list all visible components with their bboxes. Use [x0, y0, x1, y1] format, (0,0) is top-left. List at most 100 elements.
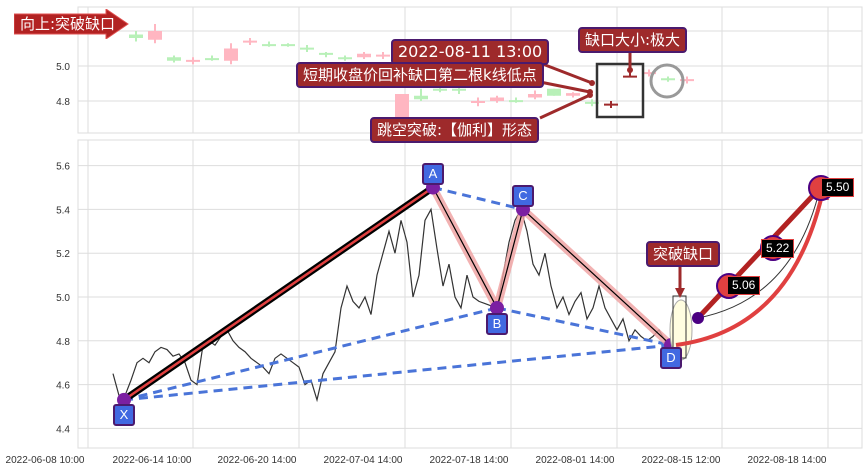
point-c-label: C — [512, 185, 534, 207]
candle — [357, 52, 371, 59]
candle — [224, 43, 238, 65]
candle-body — [148, 31, 162, 40]
x-tick: 2022-08-18 14:00 — [748, 455, 827, 466]
pattern-point-b — [490, 300, 504, 315]
dashed-pattern-line — [123, 343, 672, 402]
point-b-label: B — [486, 313, 508, 335]
projection-label-3: 5.50 — [821, 178, 855, 197]
bottom-y-tick: 5.2 — [56, 249, 70, 260]
right-arrow-icon — [14, 9, 129, 39]
candle — [281, 43, 295, 47]
dashed-pattern-line — [123, 306, 498, 402]
candle-body — [566, 93, 580, 96]
breakout-label: 突破缺口 — [646, 241, 721, 267]
x-tick: 2022-06-20 14:00 — [218, 455, 297, 466]
gap-size-label: 缺口大小:极大 — [578, 27, 688, 53]
candle — [148, 24, 162, 44]
candle-body — [205, 58, 219, 61]
candle-body — [623, 75, 637, 78]
x-tick: 2022-06-08 10:00 — [6, 455, 85, 466]
pattern-point-x — [117, 392, 131, 407]
candle — [338, 55, 352, 61]
candle-body — [547, 88, 561, 96]
candle-body — [680, 79, 694, 82]
x-tick: 2022-08-01 14:00 — [536, 455, 615, 466]
highlight-circle — [649, 63, 685, 99]
candle — [262, 41, 276, 47]
candle-body — [585, 101, 599, 104]
candle — [186, 57, 200, 65]
pattern-label: 跳空突破:【伽利】形态 — [370, 117, 540, 143]
pointer-arrow-head — [627, 67, 633, 73]
pattern-leg — [432, 187, 498, 309]
close-fill-label: 短期收盘价回补缺口第二根k线低点 — [296, 62, 544, 88]
candle-body — [414, 95, 428, 100]
candle — [376, 52, 390, 59]
candle — [566, 92, 580, 98]
projection-label-1: 5.06 — [727, 276, 761, 295]
direction-tag-text: 向上:突破缺口 — [20, 15, 116, 33]
candle-body — [167, 57, 181, 61]
point-x-label: X — [113, 404, 135, 426]
pointer-arrow — [539, 61, 593, 85]
x-tick: 2022-06-14 10:00 — [113, 455, 192, 466]
candle-body — [300, 47, 314, 50]
pattern-leg — [123, 186, 434, 401]
candle — [205, 55, 219, 61]
candle-body — [452, 88, 466, 91]
candle-body — [319, 52, 333, 55]
candle — [680, 76, 694, 84]
gap-box — [595, 62, 645, 119]
candle-body — [528, 94, 542, 98]
candle — [509, 97, 523, 103]
candle-body — [490, 97, 504, 101]
candle-body — [243, 40, 257, 43]
candle-body — [604, 103, 618, 106]
point-d-label: D — [660, 347, 682, 369]
pattern-leg — [522, 208, 672, 346]
bottom-y-tick: 4.6 — [56, 381, 70, 392]
pointer-arrow — [539, 80, 591, 94]
bottom-y-tick: 4.4 — [56, 424, 70, 435]
bottom-y-tick: 5.0 — [56, 293, 70, 304]
candle — [243, 38, 257, 45]
candle-body — [661, 78, 675, 81]
x-tick: 2022-07-18 14:00 — [430, 455, 509, 466]
target-curve — [675, 194, 824, 347]
candle-body — [471, 101, 485, 103]
direction-tag: 向上:突破缺口 — [14, 9, 130, 39]
candle — [585, 99, 599, 107]
top-y-tick: 4.8 — [56, 97, 70, 108]
dashed-pattern-line — [432, 186, 524, 211]
candle — [547, 88, 561, 96]
breakout-arrow-head — [675, 288, 685, 298]
bottom-y-tick: 4.8 — [56, 337, 70, 348]
projection-line — [696, 186, 822, 320]
candle-body — [186, 59, 200, 62]
candle — [167, 55, 181, 63]
pointer-arrow-head — [587, 92, 593, 98]
candle — [604, 101, 618, 108]
projection-start — [692, 312, 704, 324]
candle-body — [376, 54, 390, 57]
candle-body — [224, 48, 238, 61]
bottom-y-tick: 5.4 — [56, 205, 70, 216]
candle — [490, 95, 504, 103]
pointer-arrow-head — [589, 80, 595, 86]
candle-body — [357, 53, 371, 58]
candle — [471, 97, 485, 107]
pointer-arrow — [539, 93, 591, 120]
candle — [319, 52, 333, 58]
x-tick: 2022-08-15 12:00 — [642, 455, 721, 466]
candle-body — [129, 34, 143, 38]
candle-body — [433, 88, 447, 91]
point-a-label: A — [422, 163, 444, 185]
candle-body — [281, 44, 295, 47]
candle-body — [642, 72, 656, 75]
candle — [129, 31, 143, 42]
candle-body — [338, 57, 352, 60]
target-thin-curve — [697, 195, 819, 319]
bottom-y-tick: 5.6 — [56, 162, 70, 173]
candle — [642, 69, 656, 77]
projection-label-2: 5.22 — [761, 239, 795, 258]
